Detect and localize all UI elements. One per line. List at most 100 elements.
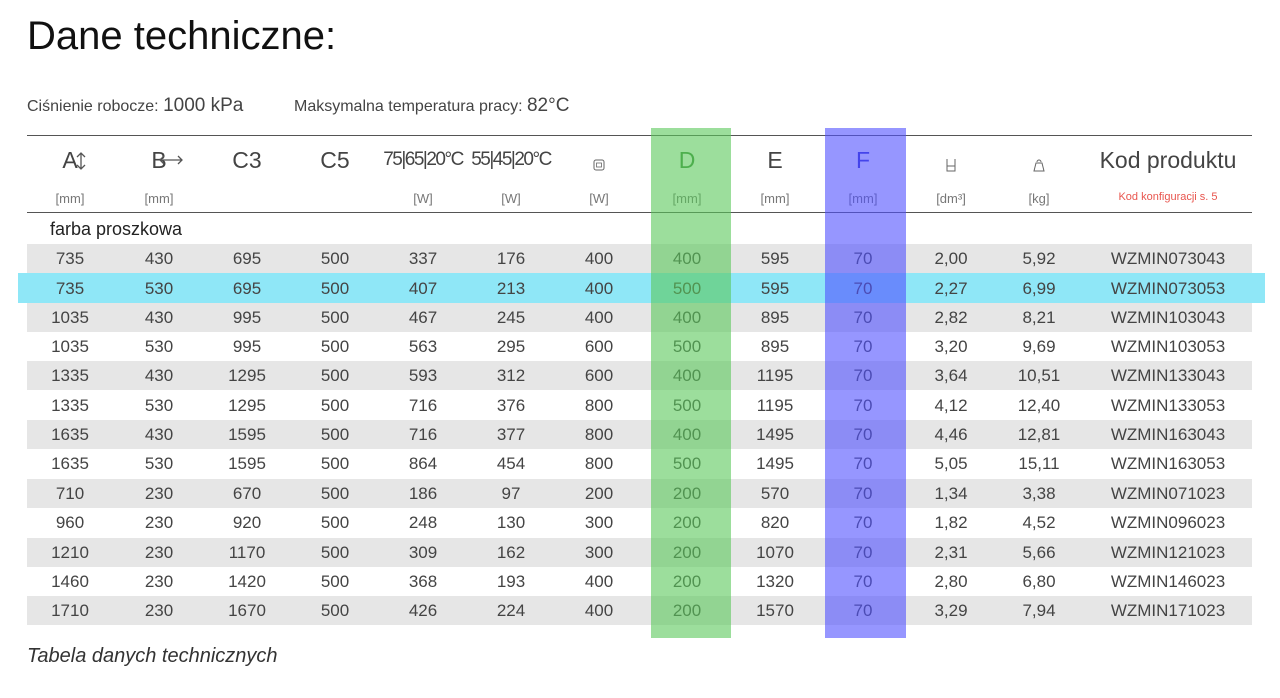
table-cell: 1210 [51,542,89,562]
table-cell: 670 [232,483,262,503]
table-cell: 593 [408,366,438,386]
table-cell: 230 [144,542,174,562]
table-cell: 7,94 [1022,601,1056,621]
table-cell: 1495 [756,454,794,474]
title: Dane techniczne: [27,14,337,58]
table-cell: 1,82 [934,513,968,533]
column-label: A [62,147,78,173]
table-cell: 309 [408,542,438,562]
table-cell: 12,81 [1017,425,1061,445]
table-cell: 570 [760,483,790,503]
table-cell: 213 [496,278,526,298]
table-cell: 1070 [756,542,794,562]
table-cell: 1710 [51,601,89,621]
rule [27,212,1252,213]
table-cell: 995 [232,307,262,327]
table-cell: 4,46 [934,425,968,445]
table-cell: 426 [408,601,438,621]
table-cell: 800 [584,425,614,445]
table-cell: 563 [408,337,438,357]
table-row: 960230920500248130300200820701,824,52WZM… [27,508,1252,537]
table-cell: 1635 [51,454,89,474]
column-unit: [W] [501,191,521,206]
table-cell: 300 [584,513,614,533]
caption: Tabela danych technicznych [27,645,278,667]
arrow-icon [76,152,86,170]
table-cell: 1195 [756,366,794,386]
param: Maksymalna temperatura pracy: 82°C [294,95,569,117]
table-cell: 500 [320,249,350,268]
column-label: B [151,147,167,173]
table-cell: 500 [320,571,350,591]
table-cell: 600 [584,337,614,357]
table-cell: 200 [584,483,614,503]
table-cell: 400 [584,307,614,327]
table-cell: 15,11 [1018,454,1060,474]
table-cell: 820 [760,513,790,533]
table-cell: 710 [55,483,85,503]
table-cell: 186 [408,483,438,503]
arrow-icon [159,155,183,165]
table-cell: 1,34 [934,483,968,503]
column-note: Kod konfiguracji s. 5 [1118,191,1218,203]
table-cell: 1570 [756,601,794,621]
table-cell: 1035 [51,307,89,327]
column-unit: [W] [413,191,433,206]
table-cell: 2,82 [934,307,968,327]
table-cell: 2,80 [934,571,968,591]
table-cell: 500 [320,395,350,415]
table-cell: 430 [144,366,174,386]
table-cell: 1195 [756,395,794,415]
table-cell: 248 [408,513,438,533]
table-cell: 530 [144,337,174,357]
table-cell: 500 [320,337,350,357]
column-label: 55|45|20°C [471,149,552,170]
table-cell: WZMIN103053 [1110,337,1226,357]
table-row: 146023014205003681934002001320702,806,80… [27,567,1252,596]
table-cell: 5,05 [934,454,968,474]
table-cell: 430 [144,249,174,268]
table-cell: 1420 [228,571,266,591]
table-cell: 400 [584,249,614,268]
water-icon [946,159,956,172]
table-cell: WZMIN171023 [1110,601,1226,621]
table-cell: 312 [496,366,526,386]
table-cell: 800 [584,454,614,474]
table-cell: 2,31 [934,542,968,562]
table-cell: 500 [320,425,350,445]
table-cell: 130 [496,513,526,533]
table-cell: 920 [232,513,262,533]
table-cell: 376 [496,395,526,415]
table-cell: 500 [320,542,350,562]
param-value: 1000 kPa [163,95,244,116]
table-cell: 400 [584,571,614,591]
power-icon [593,159,605,171]
section-label: farba proszkowa [50,219,183,239]
table-cell: 10,51 [1017,366,1061,386]
table-row: 735530695500407213400500595702,276,99WZM… [18,273,1265,304]
table-cell: 295 [496,337,526,357]
table-cell: WZMIN163043 [1110,425,1226,445]
table-cell: 1595 [228,454,266,474]
table-cell: 4,52 [1022,513,1056,533]
param-label: Maksymalna temperatura pracy: [294,98,523,115]
table-cell: 2,00 [934,249,968,268]
table-cell: 1295 [228,366,266,386]
table-cell: 5,92 [1022,249,1056,268]
table-cell: 230 [144,571,174,591]
table-cell: 530 [144,278,174,298]
table-row: 163553015955008644548005001495705,0515,1… [27,449,1252,478]
table-cell: 8,21 [1022,307,1056,327]
table-cell: WZMIN071023 [1110,483,1226,503]
table-cell: 6,80 [1022,571,1056,591]
table-cell: WZMIN121023 [1110,542,1226,562]
column-unit: [mm] [144,191,174,206]
table-cell: WZMIN133043 [1110,366,1226,386]
table-cell: 1595 [228,425,266,445]
table-cell: 895 [760,307,790,327]
table-cell: 864 [408,454,438,474]
column-label: 75|65|20°C [383,149,464,170]
table-cell: 230 [144,513,174,533]
table-cell: WZMIN103043 [1110,307,1226,327]
table-row: 163543015955007163778004001495704,4612,8… [27,420,1252,450]
